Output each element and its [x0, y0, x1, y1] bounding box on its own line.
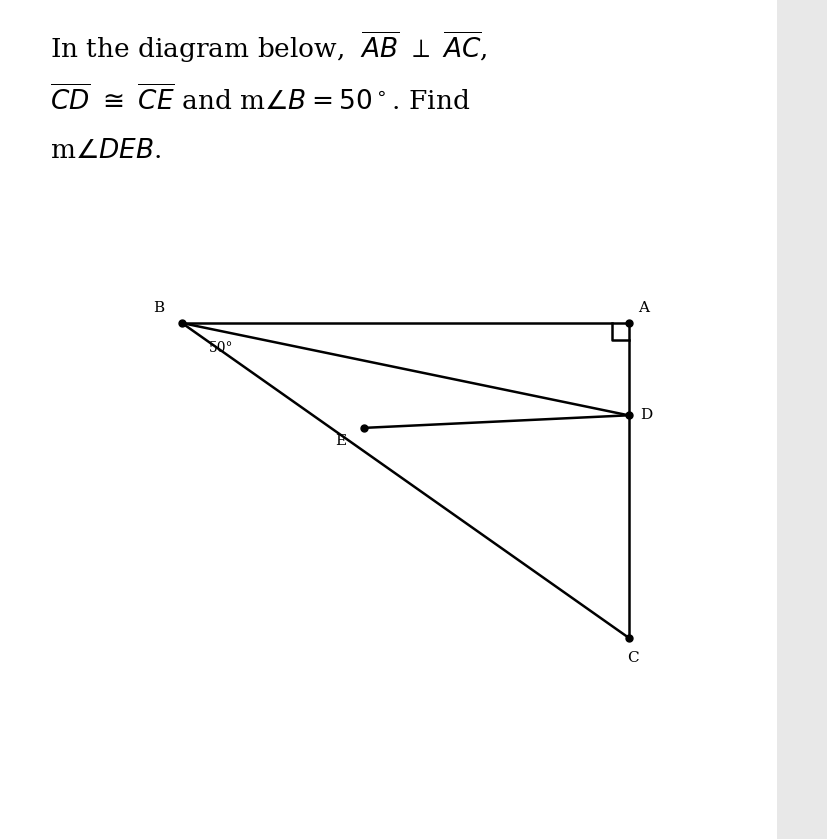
- Text: C: C: [627, 651, 638, 664]
- Text: E: E: [335, 435, 347, 448]
- Text: 50°: 50°: [208, 341, 233, 355]
- Text: A: A: [638, 301, 649, 315]
- Text: D: D: [641, 409, 653, 422]
- Text: In the diagram below,  $\overline{AB}$ $\perp$ $\overline{AC}$,: In the diagram below, $\overline{AB}$ $\…: [50, 29, 487, 65]
- Text: m$\angle DEB$.: m$\angle DEB$.: [50, 138, 161, 164]
- Text: B: B: [153, 301, 165, 315]
- Text: $\overline{CD}$ $\cong$ $\overline{CE}$ and m$\angle B = 50^\circ$. Find: $\overline{CD}$ $\cong$ $\overline{CE}$ …: [50, 84, 470, 115]
- FancyBboxPatch shape: [0, 0, 777, 839]
